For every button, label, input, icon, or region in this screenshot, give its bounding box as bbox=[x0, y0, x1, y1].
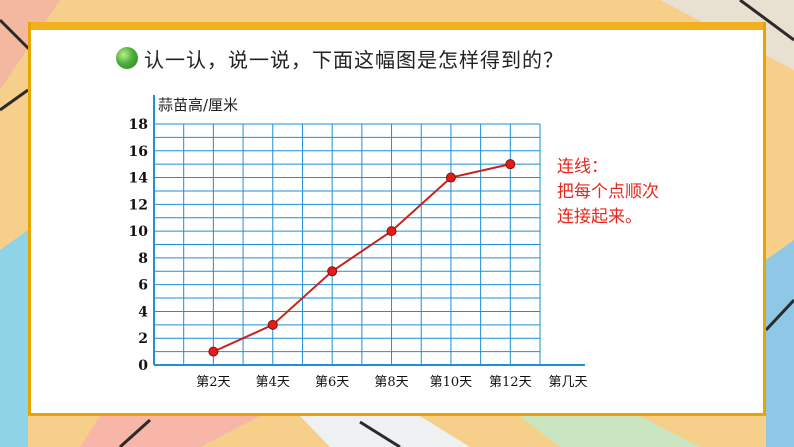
y-tick-label: 18 bbox=[129, 117, 148, 133]
y-tick-label: 6 bbox=[138, 278, 148, 294]
x-axis-label: 第几天 bbox=[548, 375, 587, 390]
data-point bbox=[208, 346, 219, 357]
x-tick-label: 第6天 bbox=[315, 375, 349, 390]
deco-shape bbox=[0, 230, 28, 447]
note-line: 把每个点顺次 bbox=[557, 182, 659, 202]
y-tick-label: 14 bbox=[129, 171, 149, 187]
x-tick-label: 第8天 bbox=[374, 375, 408, 390]
annotation-note: 连线： 把每个点顺次 连接起来。 bbox=[557, 155, 659, 230]
y-axis-label: 蒜苗高/厘米 bbox=[158, 96, 238, 114]
deco-stroke bbox=[118, 418, 152, 447]
data-point bbox=[267, 319, 278, 330]
deco-shape bbox=[766, 240, 794, 447]
panel-top-bar bbox=[28, 22, 766, 30]
y-tick-label: 12 bbox=[129, 197, 148, 213]
note-line: 连接起来。 bbox=[557, 207, 642, 227]
x-tick-label: 第12天 bbox=[489, 375, 532, 390]
y-tick-label: 16 bbox=[129, 144, 148, 160]
y-tick-label: 2 bbox=[138, 331, 148, 347]
deco-stroke bbox=[739, 0, 794, 42]
y-tick-label: 4 bbox=[138, 304, 148, 320]
deco-stroke bbox=[764, 298, 794, 332]
x-tick-label: 第2天 bbox=[196, 375, 230, 390]
data-point bbox=[505, 159, 516, 170]
deco-shape bbox=[300, 416, 470, 447]
green-circle-bullet-icon bbox=[116, 47, 138, 69]
y-tick-label: 10 bbox=[129, 224, 149, 240]
data-point bbox=[445, 172, 456, 183]
x-tick-label: 第10天 bbox=[430, 375, 473, 390]
deco-stroke bbox=[0, 88, 29, 112]
y-tick-label: 8 bbox=[138, 251, 148, 267]
data-point bbox=[386, 226, 397, 237]
series-line bbox=[212, 163, 511, 353]
content-panel bbox=[28, 22, 766, 416]
y-tick-label: 0 bbox=[138, 358, 148, 374]
deco-shape bbox=[80, 416, 260, 447]
note-line: 连线： bbox=[557, 157, 608, 177]
question-text: 认一认，说一说，下面这幅图是怎样得到的？ bbox=[144, 48, 564, 72]
x-tick-label: 第4天 bbox=[256, 375, 290, 390]
deco-stroke bbox=[359, 420, 401, 447]
deco-shape bbox=[520, 416, 700, 447]
data-point bbox=[327, 266, 338, 277]
